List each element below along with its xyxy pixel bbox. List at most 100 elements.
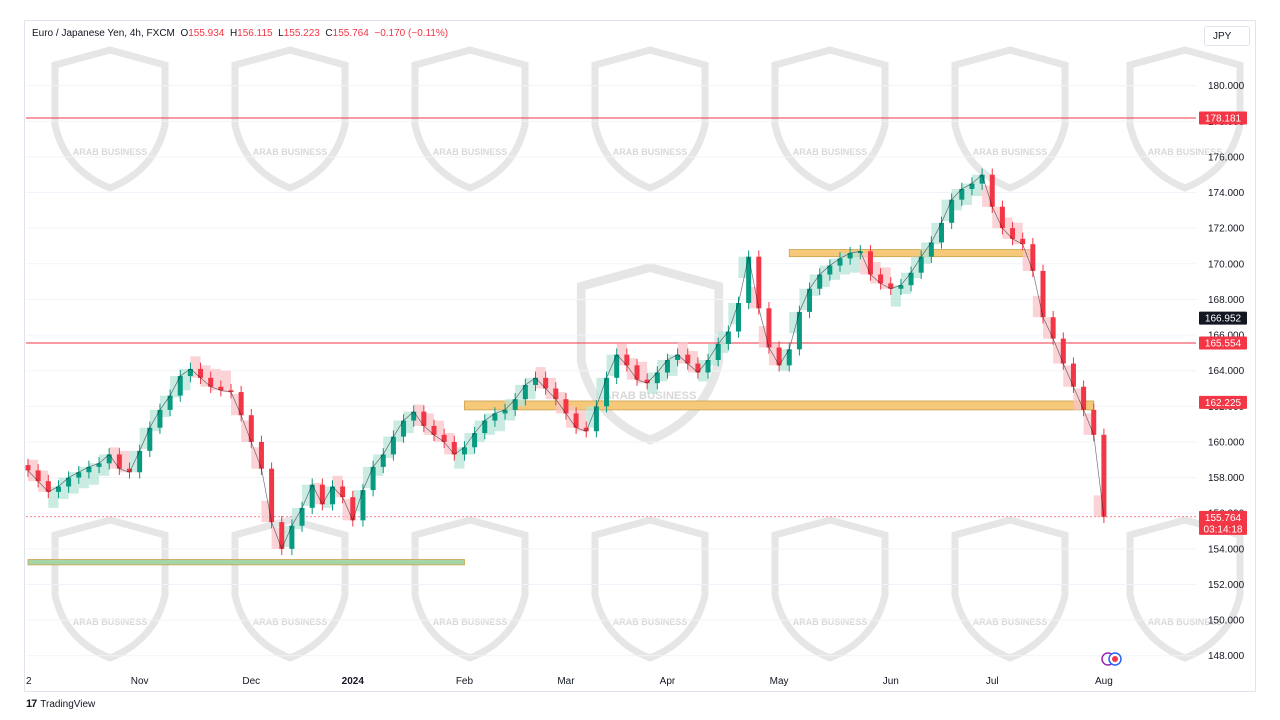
trend-ribbon-segment (464, 433, 475, 455)
candle-body (928, 242, 934, 257)
watermark-text: ARAB BUSINESS (613, 617, 688, 627)
candle-body (319, 484, 325, 505)
candle-body (675, 354, 681, 360)
candle-body (289, 525, 295, 549)
price-axis-label (1199, 395, 1247, 409)
candle-body (664, 360, 670, 373)
trend-ribbon-segment (738, 256, 749, 279)
support-zone (27, 559, 465, 566)
candle-body (401, 420, 407, 437)
watermark-shield-icon (231, 46, 349, 192)
candle-body (878, 274, 884, 284)
trend-ribbon-segment (302, 484, 313, 507)
candle-body (857, 251, 863, 254)
candle-body (543, 377, 549, 389)
watermark-text: ARAB BUSINESS (613, 147, 688, 157)
candle-body (786, 349, 792, 366)
candle-body (685, 354, 691, 364)
watermark-shield-icon (771, 46, 889, 192)
x-tick-label: 2024 (342, 676, 365, 687)
trend-ribbon-segment (403, 411, 414, 434)
candle-body (177, 376, 183, 396)
candle-body (127, 468, 132, 473)
watermark-shield-icon (1126, 516, 1244, 662)
candle-body (380, 454, 386, 467)
trend-ribbon-segment (312, 482, 323, 505)
candle-body (360, 490, 366, 521)
trend-ribbon-segment (697, 360, 709, 382)
trend-ribbon-segment (890, 285, 901, 307)
x-tick-label: Feb (456, 676, 474, 687)
trend-ribbon-segment (586, 406, 597, 428)
trend-ribbon-segment (626, 358, 637, 380)
trend-ribbon-segment (494, 409, 506, 432)
resistance-zone-upper (788, 249, 1034, 258)
price-axis-label (1199, 510, 1247, 535)
watermark-shield-icon (51, 46, 169, 192)
candle-body (807, 288, 813, 312)
candle-body (1040, 270, 1046, 318)
candle-body (563, 399, 569, 414)
trend-ribbon-segment (829, 258, 840, 280)
currency-button[interactable]: JPY (1204, 26, 1250, 46)
watermark-text: ARAB BUSINESS (793, 617, 868, 627)
trend-ribbon-segment (860, 253, 871, 275)
chart-frame (24, 20, 1256, 692)
candle-body (137, 450, 143, 473)
candle-body (147, 427, 153, 451)
trend-ribbon-segment (1022, 249, 1033, 271)
candle-body (45, 481, 51, 492)
watermark-text: ARAB BUSINESS (973, 147, 1048, 157)
trend-ribbon-segment (200, 365, 211, 387)
countdown-label: 03:14:18 (1204, 524, 1243, 535)
trend-ribbon-segment (758, 326, 769, 348)
candle-body (299, 507, 305, 526)
trend-ribbon-segment (251, 447, 262, 469)
candle-body (959, 188, 965, 200)
trend-ribbon-segment (68, 472, 79, 494)
tradingview-footer[interactable]: 17 TradingView (26, 698, 95, 710)
high-value: 156.115 (237, 28, 273, 39)
price-axis-label (1199, 336, 1247, 350)
tradingview-brand: TradingView (40, 698, 96, 710)
trend-ribbon-segment (1073, 388, 1084, 410)
price-axis-label-text: 165.554 (1205, 339, 1242, 350)
y-tick-label: 166.000 (1208, 331, 1245, 342)
trend-ribbon-segment (1053, 342, 1064, 364)
candle-body (624, 354, 630, 366)
trend-ribbon-segment (637, 361, 648, 384)
trend-ribbon-segment (88, 463, 100, 485)
trend-ribbon-segment (220, 370, 231, 393)
candle-body (695, 363, 701, 373)
candle-body (340, 486, 346, 498)
trend-ribbon-segment (1093, 495, 1104, 517)
price-axis-label-text: 178.181 (1205, 114, 1242, 125)
candle-body (715, 343, 721, 360)
trend-ribbon-segment (332, 475, 343, 498)
trend-ribbon-segment (515, 384, 526, 407)
watermark-shield-icon (411, 516, 529, 662)
candle-body (1030, 244, 1036, 271)
candle-body (451, 441, 457, 455)
candle-body (553, 388, 559, 400)
trend-ribbon-segment (616, 343, 627, 366)
trend-ribbon-segment (657, 360, 668, 382)
trend-ribbon-segment (840, 253, 851, 275)
candle-body (1010, 228, 1016, 239)
candle-body (746, 256, 752, 303)
candle-body (522, 384, 528, 400)
x-tick-label: Jun (883, 676, 899, 687)
candle-body (796, 311, 802, 350)
candle-body (492, 413, 498, 421)
trend-ribbon-segment (342, 498, 353, 521)
y-tick-label: 160.000 (1208, 437, 1245, 448)
candle-body (593, 406, 599, 432)
trend-ribbon-segment (931, 222, 942, 245)
candle-body (1101, 434, 1107, 517)
trend-ribbon-segment (505, 399, 516, 421)
trend-ribbon-segment (1002, 217, 1013, 239)
candle-body (116, 454, 122, 469)
price-axis-label-text: 155.764 (1205, 513, 1242, 524)
y-tick-label: 172.000 (1208, 224, 1245, 235)
